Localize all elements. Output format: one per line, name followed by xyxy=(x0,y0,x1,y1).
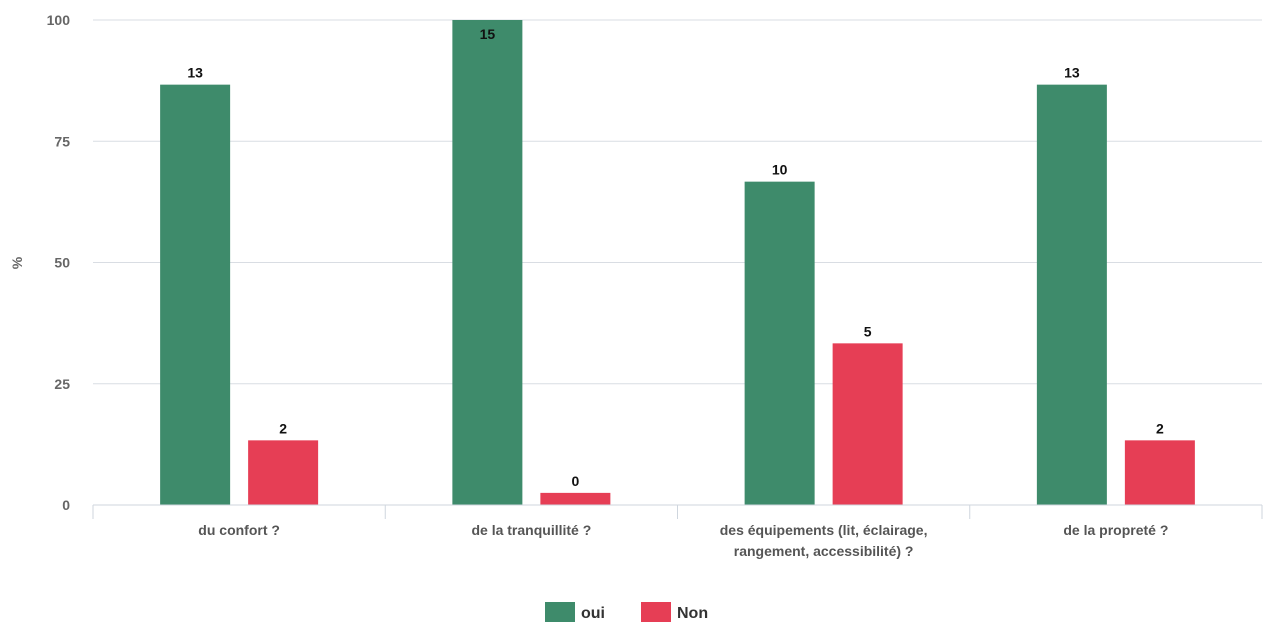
bar-non xyxy=(540,492,611,505)
x-axis-ticks xyxy=(92,505,1263,519)
x-axis-categories: du confort ? de la tranquillité ? des équi… xyxy=(198,522,1168,559)
bar-oui xyxy=(452,20,523,505)
data-labels: 13 2 15 0 10 5 13 2 xyxy=(187,26,1164,489)
y-tick-label: 50 xyxy=(54,255,70,271)
y-tick-label: 25 xyxy=(54,376,70,392)
y-tick-label: 0 xyxy=(62,497,70,513)
data-label: 10 xyxy=(772,162,788,178)
data-label: 2 xyxy=(279,420,287,436)
legend-swatch-non[interactable] xyxy=(641,602,671,622)
legend: oui Non xyxy=(545,602,708,622)
bar-non xyxy=(248,440,319,505)
legend-swatch-oui[interactable] xyxy=(545,602,575,622)
legend-label-oui[interactable]: oui xyxy=(581,605,605,622)
data-label: 13 xyxy=(1064,65,1080,81)
bars xyxy=(160,20,1195,505)
x-category-label: du confort ? xyxy=(198,522,280,538)
data-label: 5 xyxy=(864,323,872,339)
legend-label-non[interactable]: Non xyxy=(677,605,708,622)
x-category-label: de la propreté ? xyxy=(1063,522,1168,538)
y-tick-label: 100 xyxy=(47,12,71,28)
y-tick-label: 75 xyxy=(54,133,70,149)
bar-oui xyxy=(744,181,815,505)
data-label: 13 xyxy=(187,65,203,81)
bar-oui xyxy=(160,84,231,505)
x-category-label: des équipements (lit, éclairage, xyxy=(720,522,928,538)
bar-non xyxy=(1124,440,1195,505)
data-label: 0 xyxy=(571,473,579,489)
x-category-label: de la tranquillité ? xyxy=(471,522,591,538)
data-label: 15 xyxy=(480,26,496,42)
bar-non xyxy=(832,343,903,505)
y-axis-title: % xyxy=(9,256,25,269)
x-category-label: rangement, accessibilité) ? xyxy=(734,543,914,559)
data-label: 2 xyxy=(1156,420,1164,436)
y-axis-ticks: 0 25 50 75 100 xyxy=(47,12,71,513)
bar-oui xyxy=(1036,84,1107,505)
